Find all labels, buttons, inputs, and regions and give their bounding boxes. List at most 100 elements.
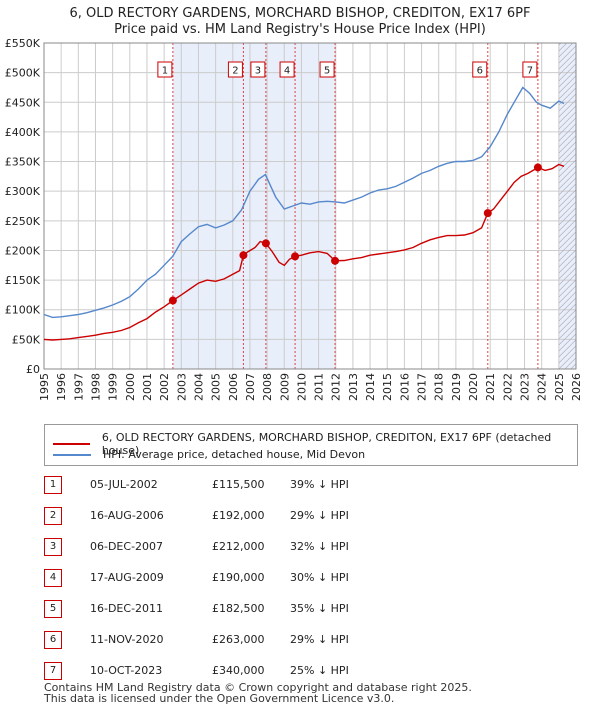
future-hatch — [559, 412, 576, 420]
y-tick-label: £350K — [5, 156, 41, 169]
x-tick-label: 2021 — [484, 373, 497, 401]
future-hatch — [559, 22, 576, 39]
sale-price: £263,000 — [212, 633, 265, 646]
future-hatch — [558, 321, 576, 340]
x-tick-label: 2005 — [210, 373, 223, 401]
legend-item-property: 6, OLD RECTORY GARDENS, MORCHARD BISHOP,… — [53, 431, 577, 457]
future-hatch — [558, 219, 576, 238]
sale-number-badge: 6 — [44, 631, 62, 649]
table-row: 1 05-JUL-2002 £115,500 39% ↓ HPI — [44, 474, 584, 494]
future-hatch — [558, 285, 576, 304]
legend-property-label: 6, OLD RECTORY GARDENS, MORCHARD BISHOP,… — [101, 431, 552, 457]
sale-point — [168, 296, 177, 305]
future-hatch — [558, 333, 576, 352]
future-hatch — [558, 43, 562, 46]
plot-frame — [43, 42, 577, 370]
y-tick-label: £250K — [5, 215, 41, 228]
future-hatch — [558, 105, 576, 124]
sale-point — [483, 209, 492, 218]
future-hatch — [558, 129, 576, 148]
shaded-range — [558, 43, 576, 369]
x-tick-label: 2006 — [227, 373, 240, 401]
sale-point — [533, 163, 542, 172]
x-tick-label: 2015 — [381, 373, 394, 401]
future-hatch — [558, 309, 576, 328]
chart-title: 6, OLD RECTORY GARDENS, MORCHARD BISHOP,… — [69, 6, 531, 21]
sale-price: £182,500 — [212, 602, 265, 615]
y-tick-label: £300K — [5, 185, 41, 198]
y-tick-label: £400K — [5, 126, 41, 139]
future-hatch — [558, 207, 576, 226]
hpi-line-swatch — [53, 453, 91, 456]
x-tick-label: 1997 — [72, 373, 85, 401]
x-tick-label: 1999 — [107, 373, 120, 401]
sale-label-box — [227, 61, 243, 78]
sale-date: 11-NOV-2020 — [90, 633, 164, 646]
future-hatch — [558, 111, 576, 130]
future-hatch — [558, 213, 576, 232]
future-hatch — [558, 255, 576, 274]
sale-label-box — [250, 61, 266, 78]
sale-label-box — [472, 61, 488, 78]
future-hatch — [558, 225, 576, 244]
future-hatch — [558, 43, 568, 52]
future-hatch — [558, 339, 576, 358]
sale-label-box — [522, 61, 538, 78]
sale-date: 06-DEC-2007 — [90, 540, 164, 553]
table-row: 5 16-DEC-2011 £182,500 35% ↓ HPI — [44, 598, 584, 618]
x-tick-label: 1996 — [55, 373, 68, 401]
future-hatch — [558, 135, 576, 154]
future-hatch — [558, 171, 576, 190]
table-row: 7 10-OCT-2023 £340,000 25% ↓ HPI — [44, 660, 584, 680]
future-hatch — [558, 273, 576, 292]
sale-label-box — [279, 61, 295, 78]
sale-point — [291, 252, 300, 261]
x-tick-label: 2010 — [295, 373, 308, 401]
future-hatch — [558, 189, 576, 208]
x-tick-label: 2013 — [347, 373, 360, 401]
sale-number-label: 3 — [250, 61, 266, 78]
future-hatch — [558, 177, 576, 196]
sale-number-badge: 3 — [44, 538, 62, 556]
sale-hpi-diff: 32% ↓ HPI — [290, 540, 349, 553]
y-tick-label: £100K — [5, 304, 41, 317]
sale-price: £190,000 — [212, 571, 265, 584]
future-hatch — [559, 400, 576, 417]
future-hatch — [558, 303, 576, 322]
property-series-line — [43, 163, 565, 341]
x-tick-label: 2002 — [158, 373, 171, 401]
future-hatch — [558, 75, 576, 94]
property-line-swatch — [53, 443, 90, 445]
table-row: 2 16-AUG-2006 £192,000 29% ↓ HPI — [44, 505, 584, 525]
sale-label-text: 6 — [477, 66, 483, 77]
future-hatch — [558, 123, 576, 142]
sale-hpi-diff: 25% ↓ HPI — [290, 664, 349, 677]
chart-subtitle: Price paid vs. HM Land Registry's House … — [114, 22, 486, 37]
sale-price: £212,000 — [212, 540, 265, 553]
y-tick-label: £150K — [5, 274, 41, 287]
sale-number-badge: 5 — [44, 600, 62, 618]
future-hatch — [558, 57, 576, 76]
x-tick-label: 2008 — [261, 373, 274, 401]
sale-number-label: 7 — [522, 61, 538, 78]
future-hatch — [558, 267, 576, 286]
sale-price: £115,500 — [212, 478, 265, 491]
future-hatch — [558, 81, 576, 100]
legend: 6, OLD RECTORY GARDENS, MORCHARD BISHOP,… — [44, 424, 578, 466]
legend-hpi-label: HPI: Average price, detached house, Mid … — [103, 448, 366, 461]
x-tick-label: 2019 — [450, 373, 463, 401]
future-hatch — [558, 249, 576, 268]
future-hatch — [558, 315, 576, 334]
future-hatch — [558, 45, 576, 64]
x-tick-label: 2003 — [175, 373, 188, 401]
sale-label-text: 5 — [324, 66, 330, 77]
hpi-series-line — [43, 86, 565, 319]
footer-copyright: Contains HM Land Registry data © Crown c… — [44, 681, 472, 694]
future-hatch — [558, 345, 576, 364]
future-hatch — [558, 279, 576, 298]
sale-label-text: 4 — [284, 66, 290, 77]
future-hatch — [558, 153, 576, 172]
future-hatch — [558, 93, 576, 112]
future-hatch — [570, 363, 576, 369]
future-hatch — [558, 261, 576, 280]
